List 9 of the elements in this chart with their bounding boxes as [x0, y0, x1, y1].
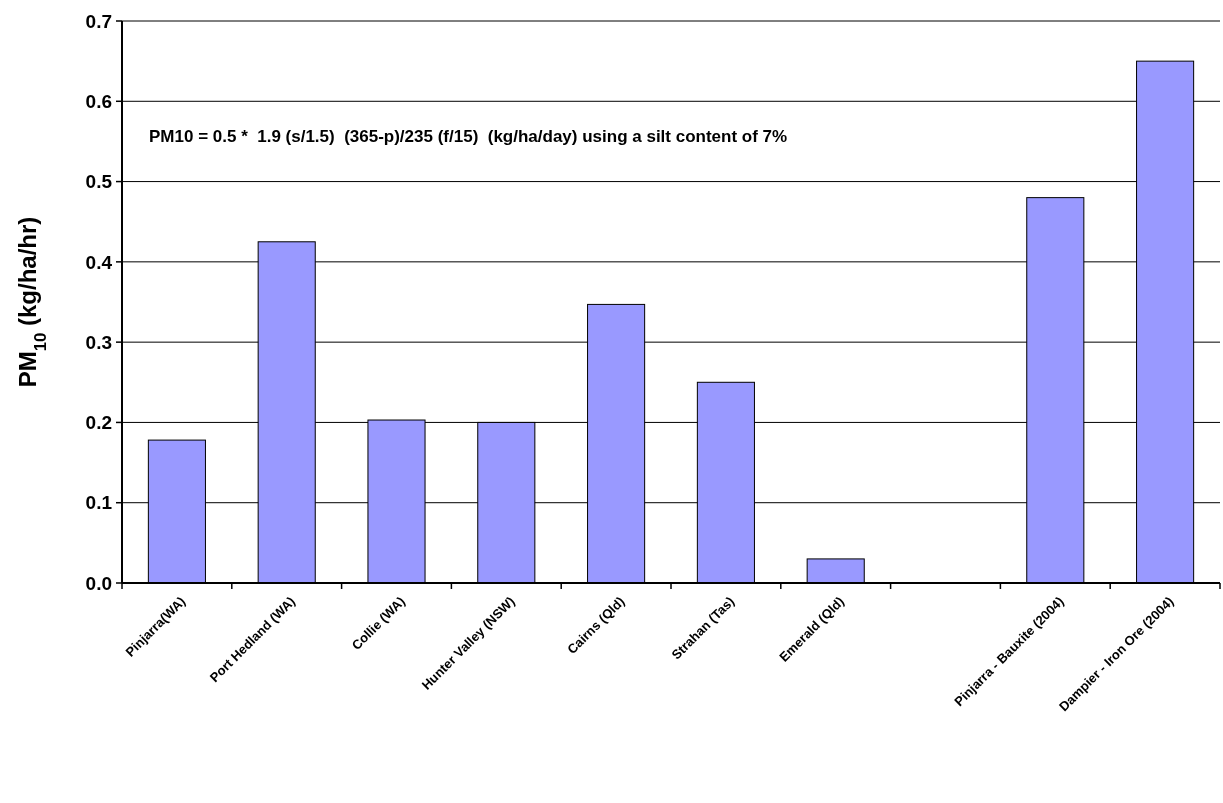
y-tick-label: 0.7: [85, 10, 112, 32]
y-tick-label: 0.2: [85, 412, 112, 434]
y-tick-label: 0.6: [85, 90, 112, 112]
y-tick-label: 0.1: [85, 492, 113, 514]
y-tick-label: 0.3: [85, 331, 112, 353]
y-tick-label: 0.5: [85, 171, 113, 193]
annotation: PM10 = 0.5 * 1.9 (s/1.5) (365-p)/235 (f/15) (kg/ha/day) using a silt content of 7%: [149, 127, 788, 146]
y-tick-label: 0.4: [85, 251, 113, 273]
y-tick-label: 0.0: [85, 572, 112, 594]
